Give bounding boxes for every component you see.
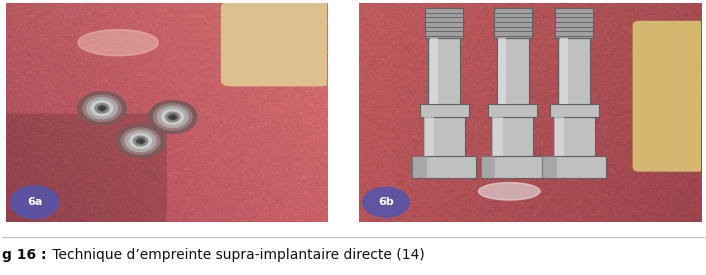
FancyBboxPatch shape xyxy=(542,156,557,178)
FancyBboxPatch shape xyxy=(221,1,330,86)
Circle shape xyxy=(125,131,156,152)
FancyBboxPatch shape xyxy=(412,156,477,178)
FancyBboxPatch shape xyxy=(554,117,564,156)
FancyBboxPatch shape xyxy=(488,104,537,117)
Circle shape xyxy=(121,128,160,154)
Circle shape xyxy=(137,138,145,144)
Ellipse shape xyxy=(479,183,540,200)
FancyBboxPatch shape xyxy=(493,8,532,38)
Circle shape xyxy=(78,92,126,125)
Text: g 16 :: g 16 : xyxy=(2,248,47,262)
FancyBboxPatch shape xyxy=(558,38,590,104)
FancyBboxPatch shape xyxy=(560,38,568,104)
Text: 6b: 6b xyxy=(378,197,394,207)
FancyBboxPatch shape xyxy=(481,156,496,178)
FancyBboxPatch shape xyxy=(554,117,594,156)
Ellipse shape xyxy=(78,29,158,56)
Text: Technique d’empreinte supra-implantaire directe (14): Technique d’empreinte supra-implantaire … xyxy=(48,248,425,262)
Circle shape xyxy=(116,125,164,157)
FancyBboxPatch shape xyxy=(429,38,460,104)
Circle shape xyxy=(11,186,59,219)
FancyBboxPatch shape xyxy=(412,156,427,178)
Circle shape xyxy=(91,101,113,116)
FancyBboxPatch shape xyxy=(542,156,606,178)
FancyBboxPatch shape xyxy=(492,117,533,156)
FancyBboxPatch shape xyxy=(481,156,545,178)
Circle shape xyxy=(153,104,192,130)
FancyBboxPatch shape xyxy=(550,104,599,117)
FancyBboxPatch shape xyxy=(419,104,469,117)
Circle shape xyxy=(148,101,197,133)
Circle shape xyxy=(95,103,109,113)
FancyBboxPatch shape xyxy=(633,21,705,172)
FancyBboxPatch shape xyxy=(498,38,506,104)
Circle shape xyxy=(133,136,148,146)
Circle shape xyxy=(157,106,188,128)
Circle shape xyxy=(162,109,184,124)
Circle shape xyxy=(98,106,106,111)
FancyBboxPatch shape xyxy=(430,38,438,104)
FancyBboxPatch shape xyxy=(424,117,465,156)
Circle shape xyxy=(166,112,180,122)
Circle shape xyxy=(83,95,121,121)
FancyBboxPatch shape xyxy=(497,38,529,104)
Circle shape xyxy=(130,134,152,149)
FancyBboxPatch shape xyxy=(492,117,503,156)
Circle shape xyxy=(363,187,409,217)
Circle shape xyxy=(87,98,117,119)
Circle shape xyxy=(169,114,176,120)
Text: 6a: 6a xyxy=(27,197,42,207)
FancyBboxPatch shape xyxy=(424,117,434,156)
FancyBboxPatch shape xyxy=(425,8,463,38)
FancyBboxPatch shape xyxy=(556,8,593,38)
